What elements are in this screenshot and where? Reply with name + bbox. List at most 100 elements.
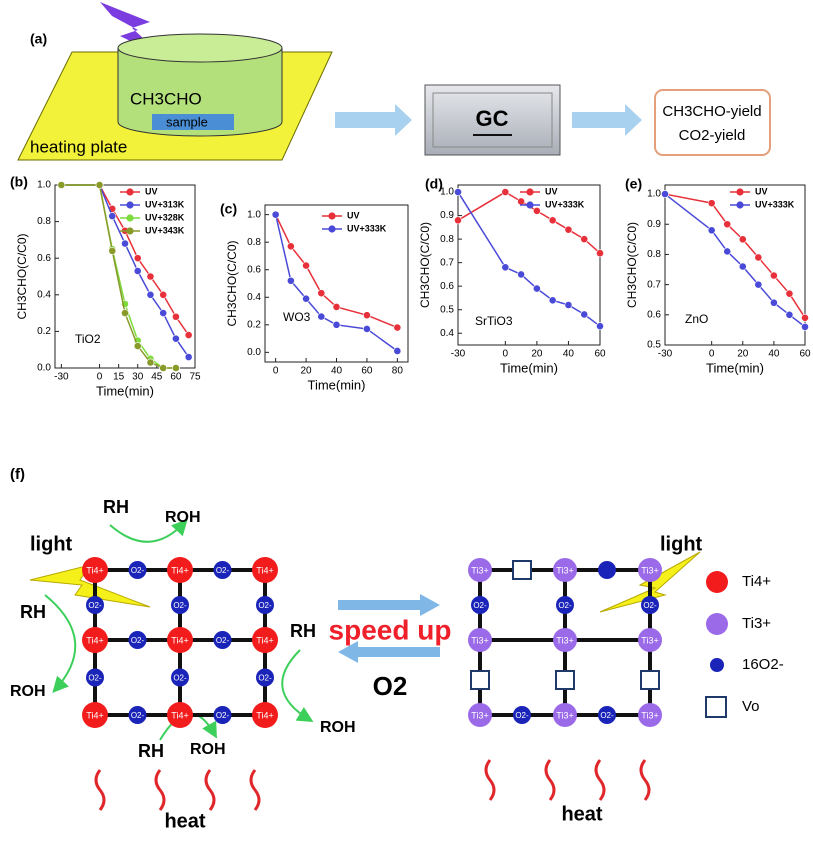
label: RH (20, 602, 46, 622)
ion-label: Ti3+ (471, 635, 488, 645)
x-tick-label: 20 (737, 349, 749, 360)
y-tick-label: 0.8 (247, 237, 261, 248)
x-tick-label: 60 (594, 349, 606, 360)
y-tick-label: 0.5 (647, 340, 661, 351)
ion-label: Ti3+ (641, 710, 658, 720)
ion-label: Ti4+ (171, 710, 188, 720)
legend-marker (126, 201, 134, 209)
data-point (286, 276, 295, 285)
data-point (57, 181, 66, 189)
label: (a) (30, 31, 47, 47)
label: sample (166, 114, 208, 129)
ion-label: Ti4+ (171, 565, 188, 575)
data-point (121, 309, 129, 317)
label: speed up (329, 614, 452, 645)
ion-label: O2- (131, 711, 145, 720)
ion-label: Ti3+ (641, 565, 658, 575)
y-tick-label: 0.0 (37, 363, 51, 374)
data-point (286, 242, 295, 251)
x-tick-label: -30 (451, 349, 466, 360)
x-axis-label: Time(min) (706, 360, 764, 375)
legend-label: Ti4+ (742, 573, 771, 590)
plot-frame (664, 184, 806, 346)
y-tick-label: 0.5 (440, 304, 454, 315)
data-point (172, 334, 180, 343)
ion (598, 706, 616, 724)
panel-label: (c) (220, 201, 237, 217)
ion (252, 702, 278, 728)
ion (553, 703, 577, 727)
ion-label: O2- (216, 711, 230, 720)
ion (471, 596, 489, 614)
legend-label: Vo (742, 698, 760, 715)
ion-label: O2- (473, 601, 487, 610)
plot-frame (54, 184, 196, 369)
data-point (723, 247, 732, 256)
legend-label: UV (347, 210, 360, 220)
wave (204, 769, 216, 811)
x-tick-label: 20 (531, 349, 543, 360)
legend-label: UV+333K (545, 199, 585, 209)
ion (553, 628, 577, 652)
legend-label: UV (755, 186, 768, 196)
label: heating plate (30, 137, 127, 156)
ion (167, 702, 193, 728)
data-point (785, 310, 794, 319)
ion-label: O2- (88, 674, 102, 683)
ion-label: Ti4+ (86, 710, 103, 720)
x-tick-label: 40 (563, 349, 575, 360)
ion-label: Ti3+ (556, 635, 573, 645)
data-point (172, 312, 180, 321)
label: RH (103, 497, 129, 517)
ion (82, 702, 108, 728)
ion (213, 561, 232, 579)
wave (639, 759, 651, 801)
data-point (146, 272, 155, 281)
data-point (332, 303, 341, 311)
label: O2 (373, 671, 408, 701)
legend-label: UV+333K (347, 223, 387, 233)
data-point (317, 289, 326, 298)
legend-label: UV+333K (755, 199, 795, 209)
x-tick-label: 80 (392, 366, 404, 377)
data-point (393, 323, 402, 332)
x-tick-label: 0 (273, 366, 279, 377)
ion-label: O2- (216, 566, 230, 575)
legend-marker (736, 188, 744, 196)
x-tick-label: 40 (331, 366, 343, 377)
data-point (302, 261, 310, 270)
data-point (564, 301, 573, 309)
data-point (580, 310, 589, 319)
annotation: WO3 (283, 310, 311, 324)
ion (252, 627, 278, 653)
data-point (501, 263, 510, 272)
gc-inner (432, 92, 553, 148)
x-tick-label: 75 (189, 372, 201, 383)
vacancy (640, 670, 660, 690)
y-tick-label: 0.4 (247, 292, 261, 303)
x-axis-label: Time(min) (307, 377, 365, 392)
ion (513, 706, 531, 724)
y-tick-label: 1.0 (37, 180, 51, 191)
data-point (785, 289, 794, 298)
ion (556, 596, 574, 614)
data-point (172, 364, 180, 372)
wave (249, 769, 261, 811)
label: GC (476, 106, 509, 131)
label: heat (561, 803, 602, 825)
result-box (654, 89, 771, 156)
data-point (146, 358, 155, 367)
label: RH (290, 621, 316, 641)
ion-label: O2- (515, 711, 529, 720)
label: ROH (10, 683, 46, 700)
ion-label: O2- (173, 674, 187, 683)
legend-marker (328, 225, 336, 233)
legend-label: Ti3+ (742, 615, 771, 632)
data-point (801, 313, 809, 322)
ion (468, 703, 492, 727)
ion (256, 668, 274, 687)
data-point (108, 212, 117, 221)
legend-label: UV+328K (145, 212, 185, 222)
